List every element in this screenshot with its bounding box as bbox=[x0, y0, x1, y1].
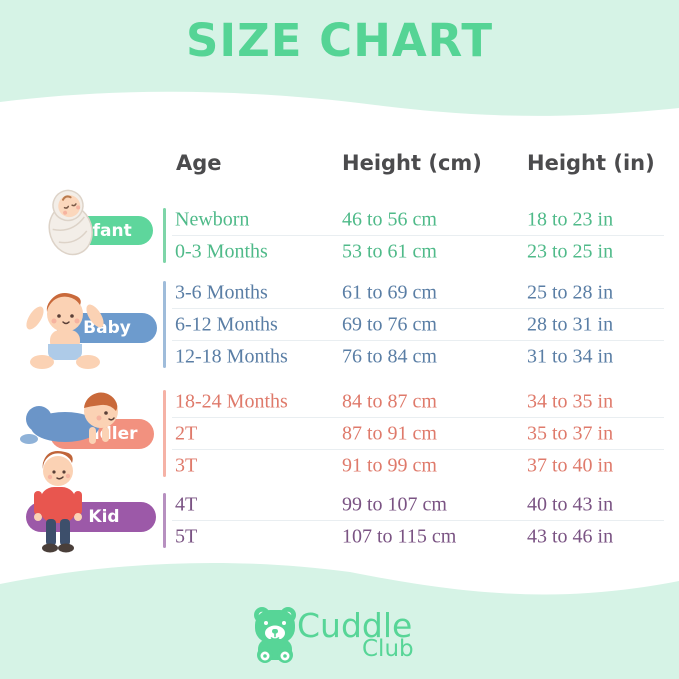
brand-name: Cuddle bbox=[297, 606, 413, 645]
table-row: 12-18 Months 76 to 84 cm 31 to 34 in bbox=[172, 341, 664, 372]
table-row: 18-24 Months 84 to 87 cm 34 to 35 in bbox=[172, 386, 664, 418]
height-in-cell: 37 to 40 in bbox=[527, 454, 614, 476]
height-in-cell: 40 to 43 in bbox=[527, 493, 614, 515]
table-row: 0-3 Months 53 to 61 cm 23 to 25 in bbox=[172, 236, 664, 267]
toddler-section: 18-24 Months 84 to 87 cm 34 to 35 in 2T … bbox=[163, 386, 664, 481]
height-in-cell: 28 to 31 in bbox=[527, 313, 614, 335]
header-height-cm: Height (cm) bbox=[342, 151, 482, 175]
kid-badge-label: Kid bbox=[88, 507, 120, 527]
age-cell: 18-24 Months bbox=[175, 390, 288, 412]
age-cell: 6-12 Months bbox=[175, 313, 278, 335]
page-title: SIZE CHART bbox=[185, 14, 494, 67]
kid-divider bbox=[163, 493, 166, 548]
teddy-bear-icon bbox=[251, 606, 299, 668]
height-in-cell: 43 to 46 in bbox=[527, 525, 614, 547]
height-in-cell: 25 to 28 in bbox=[527, 281, 614, 303]
table-row: 3T 91 to 99 cm 37 to 40 in bbox=[172, 450, 664, 481]
table-row: 3-6 Months 61 to 69 cm 25 to 28 in bbox=[172, 277, 664, 309]
height-cm-cell: 76 to 84 cm bbox=[342, 345, 437, 367]
toddler-illustration bbox=[13, 387, 128, 453]
height-cm-cell: 107 to 115 cm bbox=[342, 525, 457, 547]
table-row: 4T 99 to 107 cm 40 to 43 in bbox=[172, 489, 664, 521]
age-cell: 5T bbox=[175, 525, 198, 547]
height-cm-cell: 84 to 87 cm bbox=[342, 390, 437, 412]
age-cell: 2T bbox=[175, 422, 198, 444]
height-cm-cell: 91 to 99 cm bbox=[342, 454, 437, 476]
kid-section: 4T 99 to 107 cm 40 to 43 in 5T 107 to 11… bbox=[163, 489, 664, 552]
height-cm-cell: 61 to 69 cm bbox=[342, 281, 437, 303]
height-in-cell: 23 to 25 in bbox=[527, 240, 614, 262]
baby-divider bbox=[163, 281, 166, 368]
height-in-cell: 18 to 23 in bbox=[527, 208, 614, 230]
toddler-divider bbox=[163, 390, 166, 477]
table-row: 2T 87 to 91 cm 35 to 37 in bbox=[172, 418, 664, 450]
age-cell: 0-3 Months bbox=[175, 240, 268, 262]
brand-suffix: Club bbox=[362, 636, 414, 662]
baby-illustration bbox=[20, 286, 112, 378]
height-cm-cell: 99 to 107 cm bbox=[342, 493, 447, 515]
age-cell: 12-18 Months bbox=[175, 345, 288, 367]
infant-illustration bbox=[26, 185, 118, 261]
kid-illustration bbox=[26, 451, 90, 559]
infant-divider bbox=[163, 208, 166, 263]
age-cell: 3T bbox=[175, 454, 198, 476]
height-in-cell: 34 to 35 in bbox=[527, 390, 614, 412]
height-cm-cell: 87 to 91 cm bbox=[342, 422, 437, 444]
table-row: Newborn 46 to 56 cm 18 to 23 in bbox=[172, 204, 664, 236]
table-row: 5T 107 to 115 cm 43 to 46 in bbox=[172, 521, 664, 552]
height-cm-cell: 53 to 61 cm bbox=[342, 240, 437, 262]
table-row: 6-12 Months 69 to 76 cm 28 to 31 in bbox=[172, 309, 664, 341]
infant-section: Newborn 46 to 56 cm 18 to 23 in 0-3 Mont… bbox=[163, 204, 664, 267]
age-cell: 3-6 Months bbox=[175, 281, 268, 303]
header-height-in: Height (in) bbox=[527, 151, 655, 175]
age-cell: Newborn bbox=[175, 208, 250, 230]
height-in-cell: 35 to 37 in bbox=[527, 422, 614, 444]
age-cell: 4T bbox=[175, 493, 198, 515]
height-cm-cell: 46 to 56 cm bbox=[342, 208, 437, 230]
baby-section: 3-6 Months 61 to 69 cm 25 to 28 in 6-12 … bbox=[163, 277, 664, 372]
height-cm-cell: 69 to 76 cm bbox=[342, 313, 437, 335]
header-age: Age bbox=[176, 151, 222, 175]
height-in-cell: 31 to 34 in bbox=[527, 345, 614, 367]
